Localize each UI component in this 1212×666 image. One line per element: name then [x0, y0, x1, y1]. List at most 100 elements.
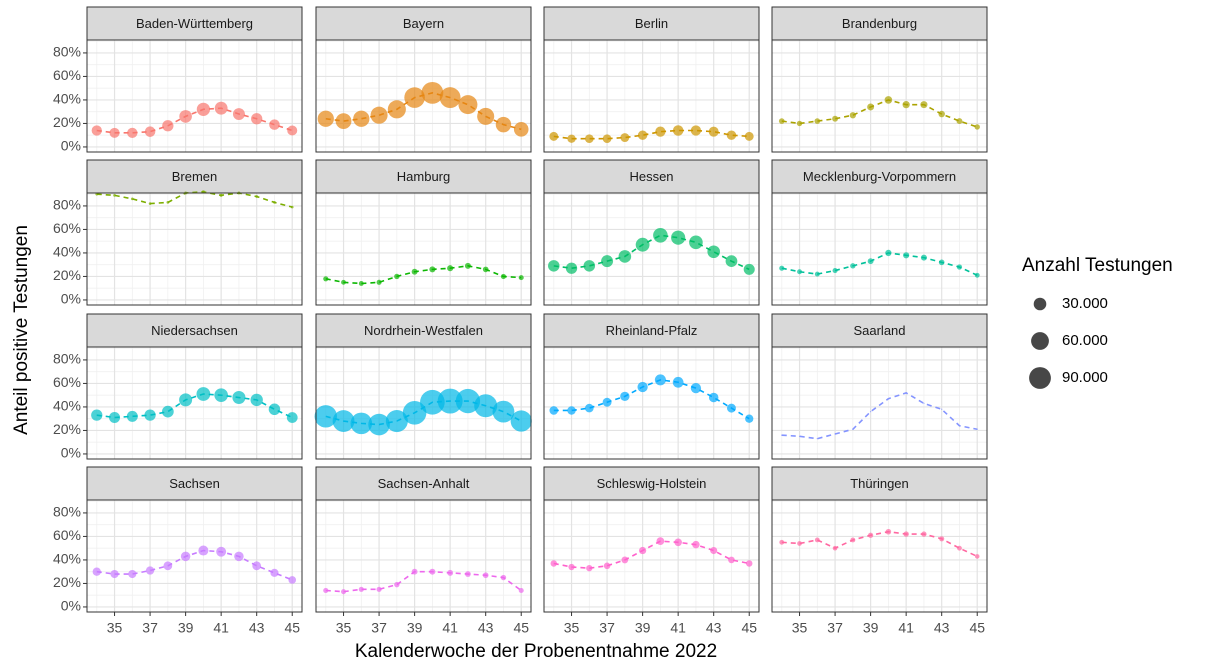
x-tick-label: 45 — [969, 620, 985, 636]
bubble — [370, 106, 388, 124]
x-tick-label: 39 — [407, 620, 423, 636]
bubble — [920, 101, 928, 109]
bubble — [832, 115, 839, 122]
bubble — [144, 126, 156, 137]
bubble — [269, 119, 280, 130]
bubble — [586, 565, 593, 572]
bubble — [144, 409, 156, 421]
bubble — [179, 393, 193, 407]
panel-title: Rheinland-Pfalz — [606, 323, 698, 338]
bubble — [482, 266, 489, 273]
bubble — [816, 438, 818, 440]
bubble — [162, 120, 174, 132]
x-tick-label: 37 — [599, 620, 615, 636]
bubble — [219, 193, 223, 197]
legend-bubble — [1031, 332, 1049, 350]
bubble — [602, 397, 612, 407]
y-tick-label: 0% — [61, 291, 81, 307]
bubble — [287, 125, 298, 136]
y-tick-label: 80% — [53, 44, 81, 60]
panel-bg — [772, 193, 987, 305]
bubble — [518, 275, 524, 281]
panel-title: Mecklenburg-Vorpommern — [803, 169, 956, 184]
bubble — [727, 403, 736, 413]
bubble — [921, 531, 927, 537]
bubble — [903, 252, 910, 259]
bubble — [439, 87, 461, 109]
bubble — [884, 96, 893, 104]
bubble — [867, 532, 874, 538]
panel-frame — [771, 39, 988, 153]
bubble — [710, 546, 718, 555]
bubble — [621, 556, 629, 564]
bubble — [196, 387, 211, 401]
bubble — [850, 263, 856, 269]
bubble — [903, 531, 909, 537]
bubble — [690, 382, 702, 394]
legend-label: 60.000 — [1062, 332, 1108, 349]
y-tick-label: 20% — [53, 421, 81, 437]
y-tick-label: 80% — [53, 351, 81, 367]
bubble — [387, 100, 406, 119]
legend-bubble — [1033, 297, 1047, 311]
bubble — [335, 113, 352, 129]
bubble — [548, 260, 560, 272]
bubble — [655, 126, 666, 137]
strip — [771, 159, 988, 194]
bubble — [232, 391, 246, 405]
bubble — [905, 392, 907, 394]
legend-title: Anzahl Testungen — [1022, 255, 1173, 276]
bubble — [656, 537, 665, 546]
bubble — [690, 125, 702, 136]
bubble — [976, 428, 978, 430]
bubble — [653, 228, 668, 243]
bubble — [938, 110, 945, 118]
bubble — [109, 411, 121, 424]
panel-title: Sachsen-Anhalt — [378, 476, 470, 491]
bubble — [368, 413, 390, 436]
strip — [771, 466, 988, 501]
panel-frame — [86, 39, 303, 153]
bubble — [447, 265, 454, 272]
trend-line — [781, 391, 978, 440]
bubble — [974, 124, 980, 130]
bubble — [323, 276, 329, 282]
panel-title: Thüringen — [850, 476, 909, 491]
bubble — [637, 381, 648, 393]
panel-title: Nordrhein-Westfalen — [364, 323, 483, 338]
bubble — [234, 551, 244, 562]
bubble — [603, 562, 611, 570]
y-axis-label: Anteil positive Testungen — [11, 225, 32, 435]
panel-bg — [544, 193, 759, 305]
bubble — [411, 268, 418, 275]
x-tick-label: 39 — [863, 620, 879, 636]
x-tick-label: 41 — [898, 620, 914, 636]
panel-bg — [316, 500, 531, 612]
bubble — [671, 230, 686, 245]
trend-line — [781, 99, 978, 128]
y-tick-label: 40% — [53, 244, 81, 260]
bubble — [832, 268, 838, 274]
bubble — [126, 410, 138, 422]
bubble — [745, 414, 754, 423]
x-tick-label: 39 — [635, 620, 651, 636]
bubble — [814, 271, 820, 277]
panel-bg — [772, 347, 987, 459]
strip — [86, 6, 303, 41]
bubble — [492, 400, 515, 423]
bubble — [394, 273, 400, 280]
bubble — [216, 546, 227, 557]
bubble — [550, 560, 558, 567]
bubble — [163, 561, 173, 571]
panel-title: Niedersachsen — [151, 323, 238, 338]
trend-line — [96, 393, 293, 419]
bubble — [421, 81, 444, 104]
bubble — [923, 402, 925, 405]
strip — [315, 6, 532, 41]
bubble — [708, 392, 719, 403]
bubble — [602, 134, 612, 144]
bubble — [957, 545, 962, 551]
panel-frame — [771, 346, 988, 460]
bubble — [161, 405, 174, 418]
